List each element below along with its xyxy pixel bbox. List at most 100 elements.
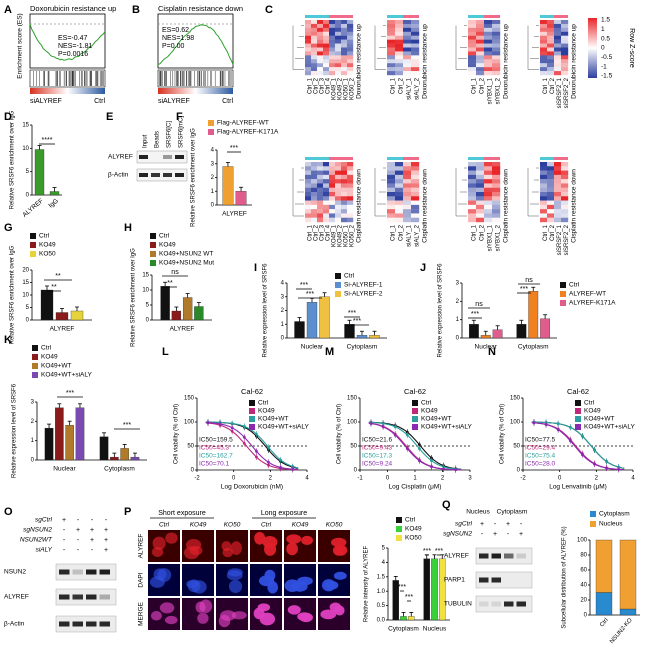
y-tick-label: 2 — [31, 419, 35, 425]
bar — [65, 425, 74, 461]
heatmap-cell — [476, 196, 485, 201]
sign: + — [104, 527, 108, 534]
bar — [400, 616, 407, 621]
heatmap-cell — [323, 204, 330, 210]
heatmap-cell — [411, 183, 420, 188]
y-tick-label: 1 — [211, 189, 215, 195]
panel-label: O — [4, 506, 13, 518]
y-tick-label: 5 — [382, 546, 386, 552]
legend-swatch — [335, 291, 341, 297]
column-label: Ctrl_1 — [543, 77, 549, 94]
heatmap-cell — [317, 27, 324, 32]
heatmap-cell — [395, 43, 404, 48]
y-tick-label: 15 — [142, 273, 149, 279]
heatmap-cell — [387, 183, 396, 188]
heatmap-cell — [387, 174, 396, 180]
band — [175, 155, 184, 159]
significance: *** — [435, 548, 443, 555]
blot — [136, 150, 188, 164]
heatmap-cell — [341, 71, 348, 76]
legend-label: Si-ALYREF-2 — [344, 291, 383, 298]
dose-point — [442, 467, 445, 471]
category-label: ALYREF — [50, 326, 75, 333]
heatmap-cell — [468, 183, 477, 188]
cell — [262, 535, 278, 549]
heatmap-cell — [347, 187, 354, 193]
heatmap-cell — [547, 67, 555, 72]
heatmap-cell — [341, 170, 348, 176]
heatmap-cell — [554, 170, 562, 176]
heatmap-cell — [411, 63, 420, 68]
lane-label: SRSF6[mC] — [179, 116, 185, 148]
bar — [407, 616, 415, 621]
heatmap-cell — [387, 35, 396, 40]
heatmap-cell — [484, 213, 493, 218]
heatmap-cell — [468, 209, 477, 214]
y-axis-label: Relative intensity of ALYREF — [364, 546, 370, 623]
group-strip — [387, 157, 395, 160]
heatmap-cell — [387, 31, 396, 36]
column-label: siALY_2 — [415, 224, 421, 247]
heatmap-cell — [411, 217, 420, 223]
fraction-label: Nucleus — [466, 509, 490, 516]
heatmap-cell — [476, 59, 485, 64]
y-axis-label: Relative expression level of SRSF6 — [12, 383, 18, 478]
y-tick-label: 0 — [281, 336, 285, 342]
legend-label: Ctrl — [584, 400, 595, 407]
heatmap-cell — [387, 204, 396, 210]
heatmap-cell — [476, 179, 485, 184]
heatmap-cell — [347, 47, 354, 52]
dose-point — [393, 425, 397, 429]
category-label: Cytoplasm — [347, 344, 378, 351]
cell — [286, 534, 302, 544]
heatmap-cell — [547, 59, 555, 64]
heatmap-cell — [561, 170, 569, 176]
dose-point — [381, 425, 385, 429]
heatmap-cell — [395, 71, 404, 76]
dose-point — [605, 460, 608, 463]
x-tick-label: 0 — [386, 476, 390, 482]
column-label: Ctrl_2 — [550, 224, 556, 241]
heatmap-cell — [305, 192, 312, 197]
legend-label: Ctrl — [41, 345, 52, 352]
band — [59, 621, 70, 627]
heatmap-cell — [540, 209, 548, 214]
heatmap-cell — [329, 35, 336, 40]
legend-label: KO49 — [405, 526, 422, 533]
dose-point — [430, 459, 433, 463]
heatmap-cell — [329, 183, 336, 188]
heatmap-cell — [311, 59, 318, 64]
heatmap-cell — [347, 23, 354, 29]
column-label: siALY_2 — [415, 77, 421, 100]
heatmap-cell — [561, 47, 569, 52]
heatmap-cell — [305, 35, 312, 40]
heatmap-cell — [554, 47, 562, 52]
heatmap-cell — [347, 27, 354, 32]
legend-label: KO49 — [41, 354, 58, 361]
y-tick-label: 0 — [517, 468, 521, 474]
dose-point — [279, 458, 282, 462]
heatmap-cell — [387, 209, 396, 214]
heatmap-cell — [329, 59, 336, 64]
heatmap-cell — [341, 200, 348, 206]
heatmap-cell — [347, 183, 354, 188]
heatmap-cell — [395, 192, 404, 197]
band — [86, 594, 97, 600]
heatmap-cell — [411, 162, 420, 167]
heatmap-cell — [547, 31, 555, 36]
heatmap-cell — [311, 67, 318, 72]
heatmap-title: Cisplatin resistance down — [422, 169, 429, 243]
exposure-label: Short exposure — [158, 510, 206, 517]
legend-swatch — [30, 233, 36, 239]
y-axis-label: Cell viability (% of Ctrl) — [500, 404, 506, 464]
heatmap-cell — [341, 187, 348, 193]
y-tick-label: 60 — [580, 568, 587, 574]
heatmap-cell — [476, 39, 485, 44]
heatmap-cell — [341, 43, 348, 48]
heatmap-cell — [305, 51, 312, 56]
heatmap-cell — [329, 204, 336, 210]
heatmap-cell — [411, 59, 420, 64]
category-label: Cytoplasm — [104, 466, 135, 473]
heatmap-cell — [540, 192, 548, 197]
rank-label: Ctrl — [94, 98, 105, 105]
